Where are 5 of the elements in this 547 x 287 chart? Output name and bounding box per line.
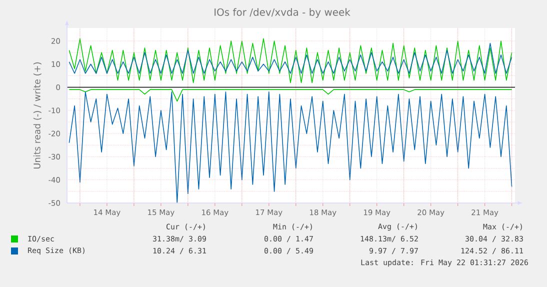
line-series bbox=[68, 91, 512, 204]
chart-title: IOs for /dev/xvda - by week bbox=[214, 8, 350, 18]
y-axis-title: Units read (-) / write (+) bbox=[33, 62, 42, 169]
line-series bbox=[68, 38, 512, 84]
line-series bbox=[68, 42, 512, 74]
